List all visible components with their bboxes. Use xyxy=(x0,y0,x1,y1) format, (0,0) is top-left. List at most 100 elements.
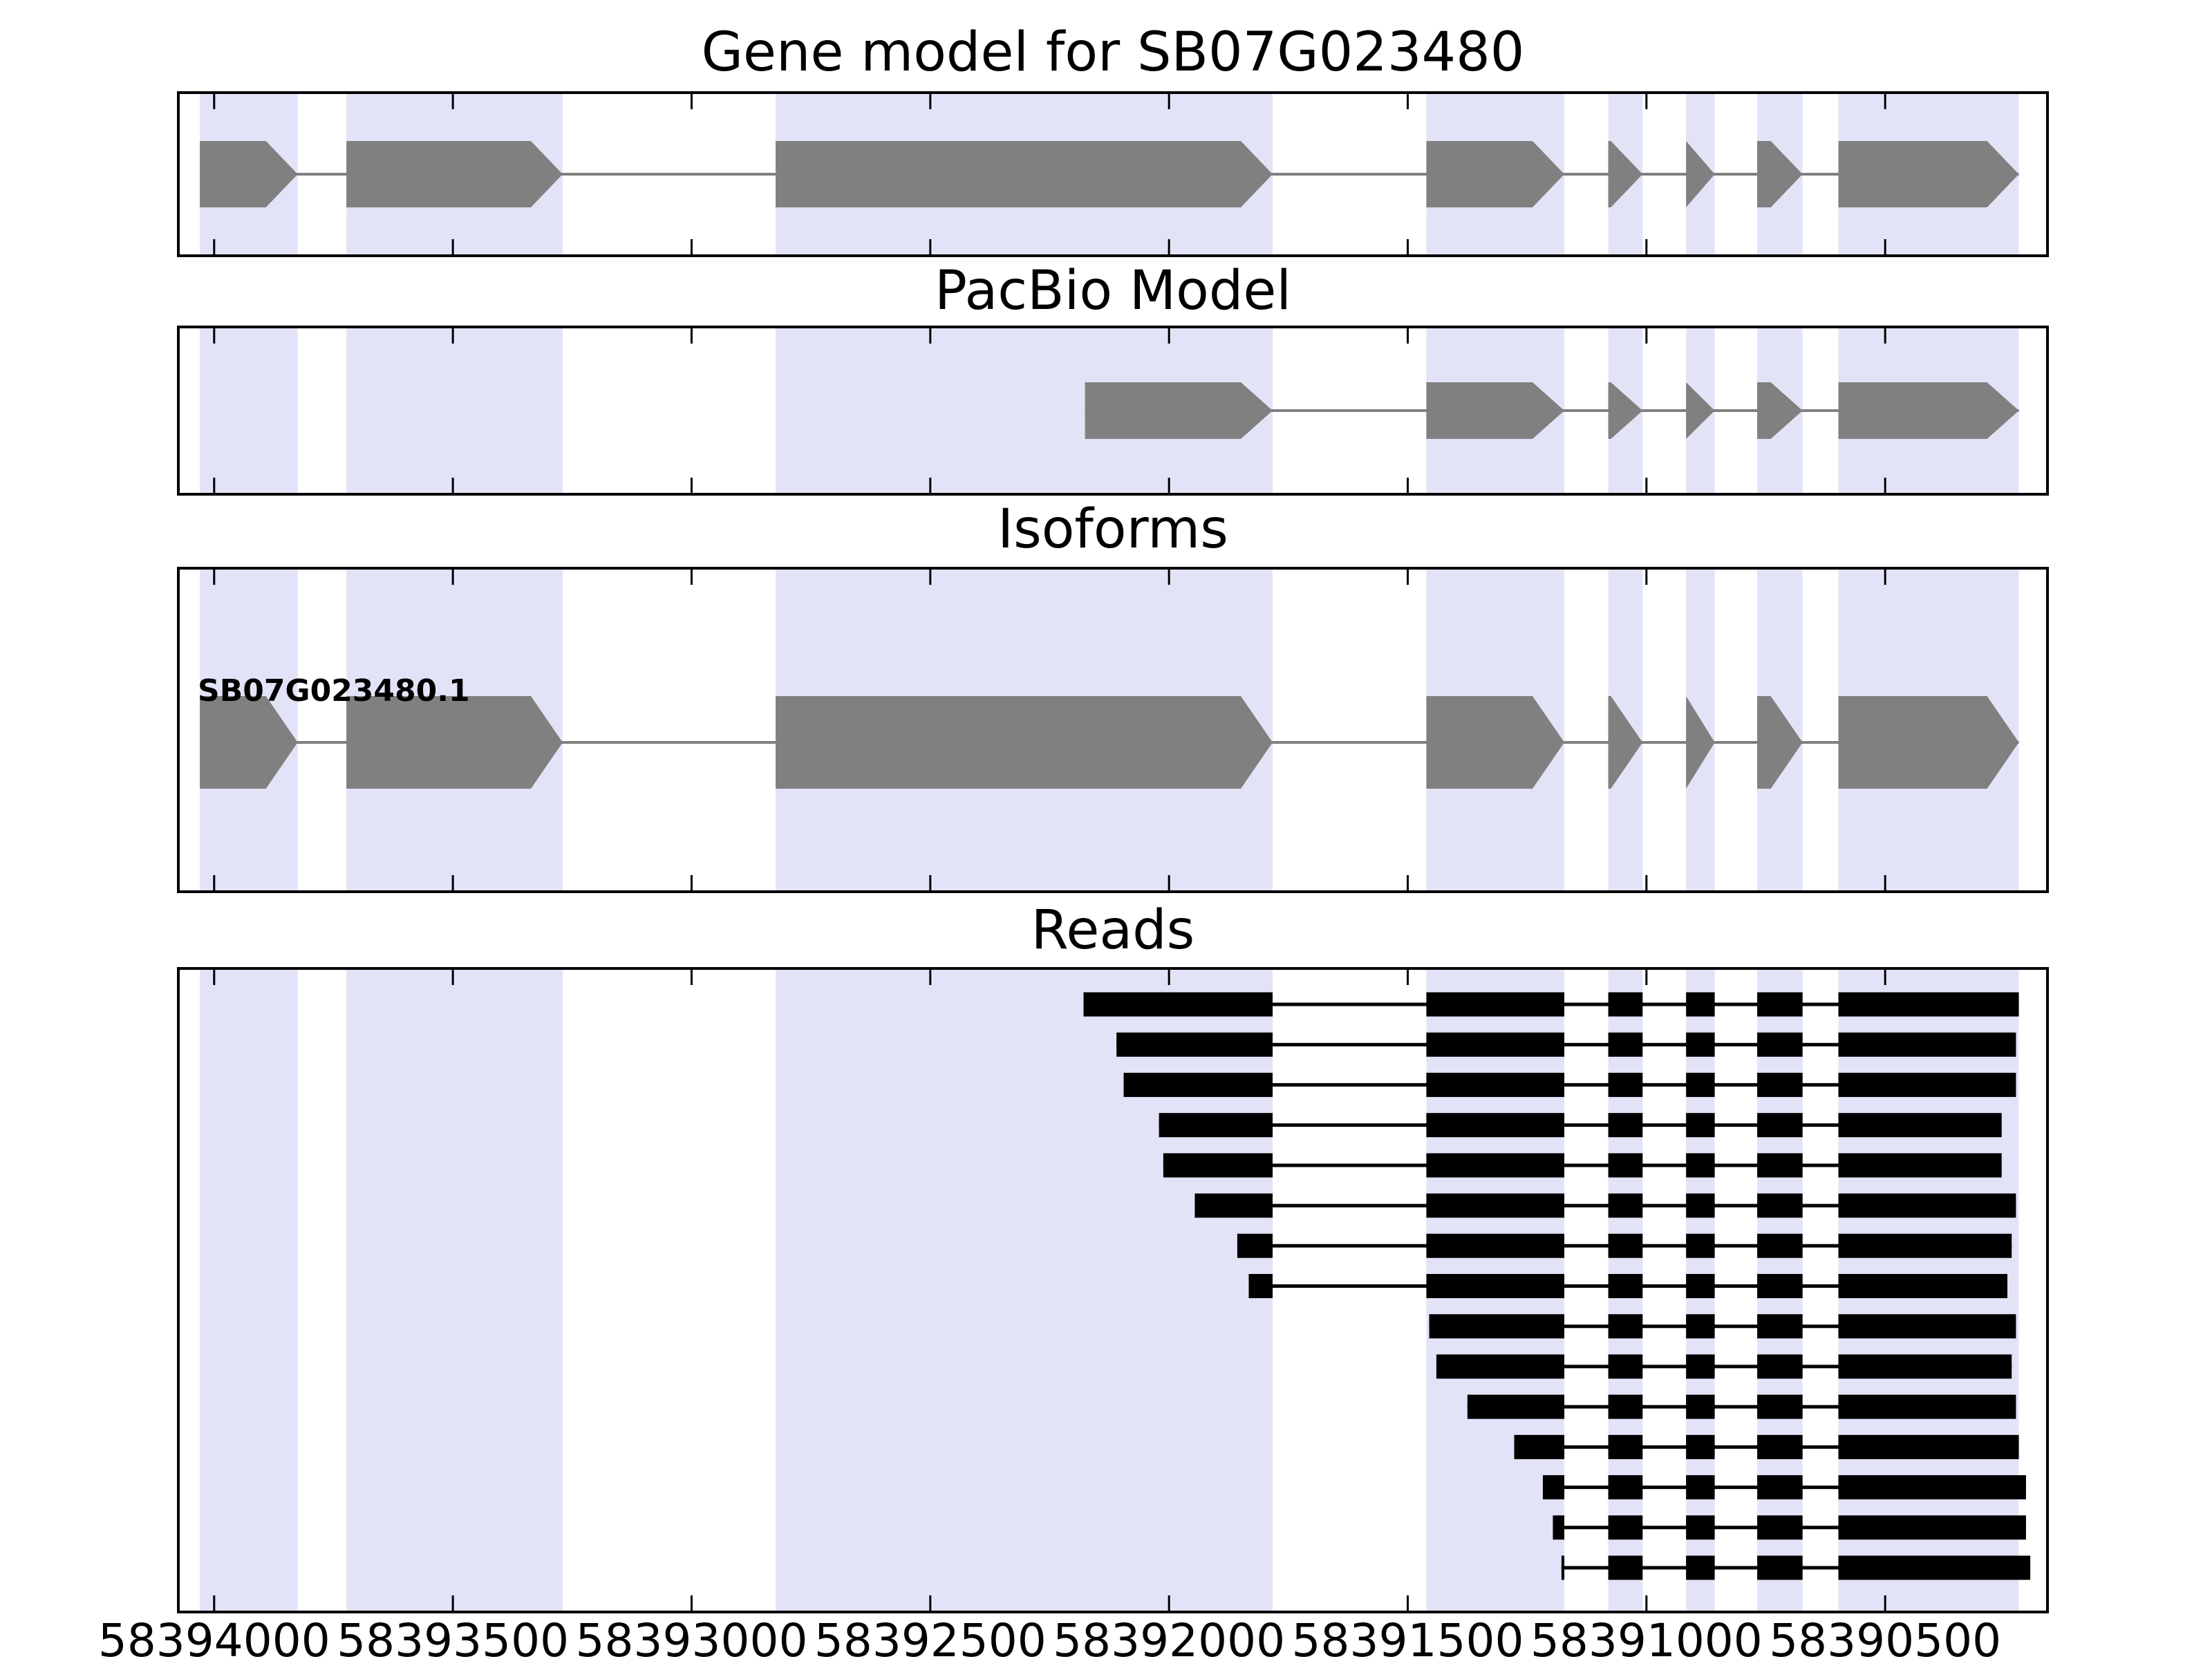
read-exon-block xyxy=(1426,1233,1565,1258)
read-exon-block xyxy=(1757,1475,1803,1500)
read xyxy=(1083,992,2019,1017)
read-exon-block xyxy=(1159,1113,1273,1138)
read-exon-block xyxy=(1426,1193,1565,1218)
read-exon-block xyxy=(1838,1113,2002,1138)
read-exon-block xyxy=(1757,1153,1803,1178)
exon-block xyxy=(1426,696,1565,789)
read-exon-block xyxy=(1757,1233,1803,1258)
read-exon-block xyxy=(1553,1515,1565,1540)
exon-block xyxy=(200,696,298,789)
read-exon-block xyxy=(1686,1153,1715,1178)
axis-tick-label: 58393500 xyxy=(337,1614,569,1659)
read-exon-block xyxy=(1838,992,2019,1017)
axis-tick-label: 58390500 xyxy=(1769,1614,2001,1659)
read-exon-block xyxy=(1838,1314,2016,1339)
panel-2 xyxy=(177,567,2049,893)
read-exon-block xyxy=(1686,1394,1715,1419)
read xyxy=(1514,1434,2019,1459)
read-exon-block xyxy=(1686,1233,1715,1258)
read-exon-block xyxy=(1608,992,1643,1017)
read-exon-block xyxy=(1608,1314,1643,1339)
exon-block xyxy=(1608,141,1643,207)
read-exon-block xyxy=(1757,1314,1803,1339)
exon-block xyxy=(776,696,1273,789)
read-exon-block xyxy=(1426,992,1565,1017)
read-exon-block xyxy=(1426,1153,1565,1178)
axis-tick-label: 58392500 xyxy=(814,1614,1047,1659)
read xyxy=(1159,1113,2002,1138)
read-exon-block xyxy=(1248,1274,1273,1298)
read-exon-block xyxy=(1608,1032,1643,1057)
read-exon-block xyxy=(1686,1314,1715,1339)
read-exon-block xyxy=(1838,1354,2012,1379)
read-exon-block xyxy=(1116,1032,1273,1057)
read-exon-block xyxy=(1686,1434,1715,1459)
read-exon-block xyxy=(1757,1555,1803,1580)
exon-block xyxy=(1757,382,1803,439)
read-exon-block xyxy=(1608,1233,1643,1258)
read-exon-block xyxy=(1194,1193,1273,1218)
read-exon-block xyxy=(1608,1193,1643,1218)
read-exon-block xyxy=(1757,992,1803,1017)
read-exon-block xyxy=(1467,1394,1565,1419)
read-exon-block xyxy=(1686,992,1715,1017)
read-exon-block xyxy=(1757,1113,1803,1138)
exon-block xyxy=(1426,141,1565,207)
read-exon-block xyxy=(1757,1193,1803,1218)
read-exon-block xyxy=(1426,1032,1565,1057)
exon-block xyxy=(1608,696,1643,789)
read xyxy=(1436,1354,2012,1379)
read-exon-block xyxy=(1608,1072,1643,1097)
panel-3 xyxy=(177,967,2049,1613)
read-exon-block xyxy=(1608,1555,1643,1580)
read-exon-block xyxy=(1608,1515,1643,1540)
read xyxy=(1194,1193,2016,1218)
read-exon-block xyxy=(1838,1434,2019,1459)
read-exon-block xyxy=(1429,1314,1565,1339)
read-exon-block xyxy=(1686,1555,1715,1580)
read-exon-block xyxy=(1757,1032,1803,1057)
exon-block xyxy=(1686,382,1715,439)
read-exon-block xyxy=(1436,1354,1565,1379)
read xyxy=(1163,1153,2002,1178)
exon-block xyxy=(1838,141,2019,207)
read-exon-block xyxy=(1757,1394,1803,1419)
panel-0 xyxy=(177,91,2049,257)
exon-block xyxy=(1686,696,1715,789)
read-exon-block xyxy=(1838,1274,2007,1298)
read-exon-block xyxy=(1838,1072,2016,1097)
read-exon-block xyxy=(1608,1434,1643,1459)
read xyxy=(1542,1475,2026,1500)
read-exon-block xyxy=(1083,992,1273,1017)
exon-highlight-band xyxy=(346,327,563,494)
read-exon-block xyxy=(1608,1394,1643,1419)
read xyxy=(1553,1515,2026,1540)
read-exon-block xyxy=(1757,1515,1803,1540)
panel-border xyxy=(177,326,2049,496)
panel-border xyxy=(177,567,2049,893)
exon-block xyxy=(346,696,563,789)
read-exon-block xyxy=(1608,1113,1643,1138)
read-exon-block xyxy=(1163,1153,1273,1178)
exon-block xyxy=(1085,382,1273,439)
read-exon-block xyxy=(1608,1274,1643,1298)
panel-title-gene-model: Gene model for SB07G023480 xyxy=(701,21,1525,84)
exon-block xyxy=(776,141,1273,207)
panel-border xyxy=(177,967,2049,1613)
read xyxy=(1561,1555,2031,1580)
exon-block xyxy=(346,141,563,207)
axis-tick-label: 58393000 xyxy=(576,1614,808,1659)
read-exon-block xyxy=(1838,1555,2031,1580)
read-exon-block xyxy=(1757,1354,1803,1379)
exon-highlight-band xyxy=(200,968,298,1612)
read-exon-block xyxy=(1608,1153,1643,1178)
read-exon-block xyxy=(1838,1475,2026,1500)
exon-block xyxy=(1838,382,2019,439)
read-exon-block xyxy=(1838,1233,2012,1258)
read-exon-block xyxy=(1542,1475,1565,1500)
read-exon-block xyxy=(1838,1515,2026,1540)
panel-title-isoforms: Isoforms xyxy=(997,498,1228,561)
read-exon-block xyxy=(1838,1193,2016,1218)
